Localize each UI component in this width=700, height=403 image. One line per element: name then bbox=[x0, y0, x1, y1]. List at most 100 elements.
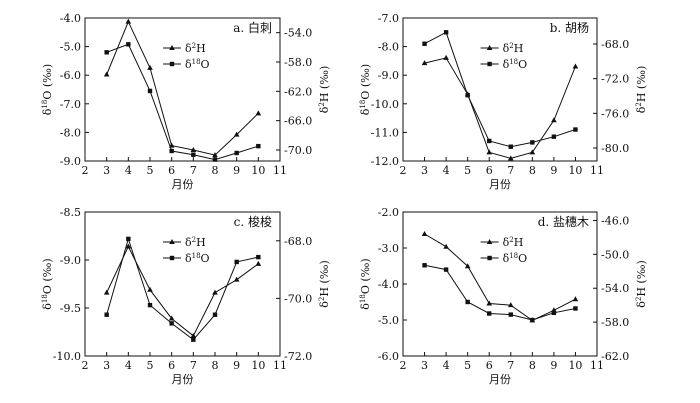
y-left-tick-label: -6.0 bbox=[60, 69, 81, 82]
x-tick-label: 11 bbox=[590, 164, 604, 177]
y-left-tick-label: -7.0 bbox=[378, 12, 399, 25]
panel-title: a. 白刺 bbox=[233, 20, 272, 35]
y-right-axis-label: δ2H (‰) bbox=[635, 260, 648, 308]
y-right-tick-label: -72.0 bbox=[284, 350, 312, 363]
data-point-square bbox=[422, 263, 427, 268]
data-point-triangle bbox=[125, 18, 132, 24]
y-left-tick-label: -10.0 bbox=[53, 350, 81, 363]
y-left-tick-label: -8.0 bbox=[60, 126, 81, 139]
data-point-square bbox=[147, 302, 153, 308]
y-left-axis-label: δ18O (‰) bbox=[359, 64, 372, 115]
series-line-d2h bbox=[424, 233, 576, 321]
data-point-triangle bbox=[255, 110, 262, 116]
x-tick-label: 2 bbox=[82, 164, 89, 177]
legend-entry: δ2H bbox=[163, 42, 206, 55]
y-right-tick-label: -62.0 bbox=[601, 350, 629, 363]
series-line-d2h bbox=[106, 20, 259, 156]
x-tick-label: 8 bbox=[212, 359, 219, 372]
data-point-square bbox=[573, 127, 578, 132]
data-point-triangle bbox=[486, 149, 493, 155]
legend-label: δ2H bbox=[503, 236, 524, 249]
data-point-triangle bbox=[147, 286, 153, 292]
panel-title: d. 盐穗木 bbox=[538, 215, 589, 229]
data-point-square bbox=[465, 93, 470, 98]
series-line-d18o bbox=[424, 31, 576, 148]
series-line-d18o bbox=[106, 237, 259, 341]
y-left-axis-label: δ18O (‰) bbox=[41, 258, 54, 309]
legend-entry: δ18O bbox=[480, 58, 528, 71]
data-point-square bbox=[212, 312, 218, 317]
panel-title: c. 梭梭 bbox=[234, 214, 272, 229]
data-point-triangle bbox=[486, 300, 493, 306]
y-left-tick-label: -5.0 bbox=[378, 314, 399, 327]
data-point-triangle bbox=[507, 302, 514, 308]
x-axis-label: 月份 bbox=[172, 178, 194, 191]
data-point-square bbox=[234, 259, 239, 265]
data-point-triangle bbox=[421, 231, 428, 237]
data-point-square bbox=[234, 150, 239, 156]
legend-entry: δ2H bbox=[163, 236, 206, 249]
data-point-triangle bbox=[233, 276, 240, 282]
x-tick-label: 3 bbox=[103, 164, 110, 177]
data-point-triangle bbox=[443, 54, 449, 60]
legend-label: δ18O bbox=[185, 58, 210, 71]
y-right-tick-label: -80.0 bbox=[601, 142, 629, 155]
y-left-tick-label: -9.0 bbox=[60, 254, 81, 267]
data-point-triangle bbox=[125, 243, 132, 249]
y-left-tick-label: -3.0 bbox=[378, 242, 399, 255]
data-point-square bbox=[104, 50, 109, 55]
data-point-triangle bbox=[255, 260, 262, 266]
data-point-triangle bbox=[443, 243, 449, 249]
y-left-tick-label: -7.0 bbox=[60, 98, 81, 111]
data-point-square bbox=[212, 157, 218, 162]
data-point-triangle bbox=[147, 64, 153, 70]
y-left-tick-label: -9.5 bbox=[60, 302, 81, 315]
y-right-tick-label: -70.0 bbox=[284, 292, 312, 305]
panel-2: 2 3 4 5 6 7 8 9 10 11 -7.0 -8.0 -9.0 -10.0 -11.0 -12.0 -… bbox=[359, 12, 648, 191]
data-point-square bbox=[169, 321, 174, 326]
x-tick-label: 5 bbox=[464, 359, 471, 372]
data-point-triangle bbox=[233, 131, 240, 137]
y-right-tick-label: -58.0 bbox=[284, 56, 312, 69]
plot-frame bbox=[402, 17, 598, 162]
x-tick-label: 11 bbox=[273, 164, 287, 177]
x-tick-label: 9 bbox=[550, 359, 557, 372]
y-left-tick-label: -9.0 bbox=[378, 69, 399, 82]
legend-label: δ2H bbox=[185, 236, 206, 249]
y-left-tick-label: -8.5 bbox=[60, 206, 81, 219]
x-tick-label: 4 bbox=[125, 164, 132, 177]
x-tick-label: 7 bbox=[190, 359, 197, 372]
legend-entry: δ18O bbox=[163, 58, 210, 71]
data-point-square bbox=[530, 140, 535, 145]
y-right-tick-label: -54.0 bbox=[284, 27, 312, 40]
plot-frame bbox=[84, 211, 281, 357]
plot-frame bbox=[402, 211, 598, 357]
legend-label: δ18O bbox=[503, 58, 528, 71]
data-point-square bbox=[530, 317, 535, 323]
data-point-triangle bbox=[212, 289, 218, 295]
legend-marker-square bbox=[169, 255, 175, 261]
y-left-tick-label: -12.0 bbox=[371, 155, 399, 168]
panel-3: 2 3 4 5 6 7 8 9 10 11 -8.5 -9.0 -9.5 -10.0 -68.0 -70.0 -… bbox=[41, 206, 331, 386]
data-point-square bbox=[465, 299, 470, 305]
y-left-tick-label: -4.0 bbox=[378, 278, 399, 291]
x-tick-label: 11 bbox=[590, 359, 604, 372]
y-right-axis-label: δ2H (‰) bbox=[318, 66, 331, 114]
data-point-square bbox=[508, 312, 513, 317]
y-right-tick-label: -54.0 bbox=[601, 282, 629, 295]
x-tick-label: 10 bbox=[568, 164, 582, 177]
legend-label: δ2H bbox=[185, 42, 206, 55]
series-line-d18o bbox=[424, 264, 576, 321]
x-tick-label: 7 bbox=[507, 164, 514, 177]
data-point-square bbox=[443, 267, 449, 272]
y-left-tick-label: -8.0 bbox=[378, 41, 399, 54]
data-point-square bbox=[126, 42, 131, 47]
data-point-square bbox=[104, 312, 109, 317]
x-axis-label: 月份 bbox=[489, 178, 511, 191]
panel-title: b. 胡杨 bbox=[550, 20, 589, 35]
y-left-tick-label: -4.0 bbox=[60, 12, 81, 25]
x-tick-label: 2 bbox=[400, 359, 407, 372]
y-right-tick-label: -68.0 bbox=[284, 235, 312, 248]
legend-marker-triangle bbox=[169, 45, 175, 50]
y-right-axis-label: δ2H (‰) bbox=[635, 66, 648, 114]
